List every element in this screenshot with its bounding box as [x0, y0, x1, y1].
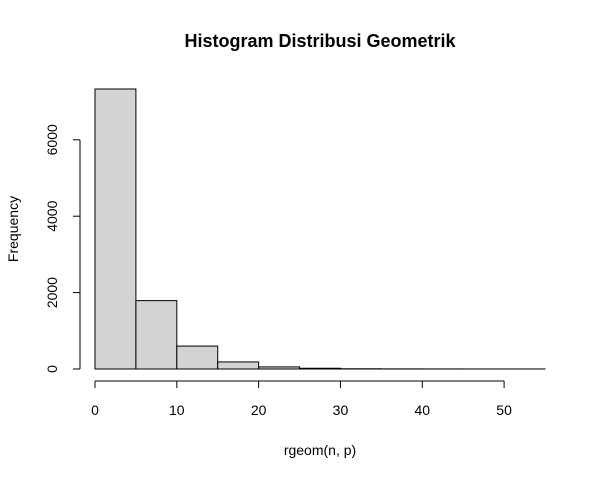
y-axis: 0 2000 4000 6000 [44, 124, 81, 373]
histogram-bar [135, 300, 178, 370]
histogram-bar [94, 88, 137, 370]
y-axis-label: Frequency [5, 196, 21, 262]
histogram-bars [94, 88, 546, 370]
y-tick-label: 2000 [44, 277, 60, 308]
x-tick-label: 40 [414, 402, 430, 418]
x-tick-label: 20 [251, 402, 267, 418]
histogram-bar [258, 366, 301, 370]
histogram-bar [299, 367, 341, 370]
x-tick-label: 30 [333, 402, 349, 418]
x-axis-label: rgeom(n, p) [284, 442, 356, 458]
histogram-bar [217, 361, 260, 370]
x-tick-label: 10 [169, 402, 185, 418]
y-tick-label: 0 [44, 365, 60, 373]
histogram-bar [176, 345, 219, 370]
y-tick-label: 6000 [44, 124, 60, 155]
x-axis: 0 10 20 30 40 50 [91, 380, 512, 418]
x-tick-label: 50 [496, 402, 512, 418]
chart-title: Histogram Distribusi Geometrik [184, 31, 456, 51]
y-tick-label: 4000 [44, 200, 60, 231]
x-tick-label: 0 [91, 402, 99, 418]
